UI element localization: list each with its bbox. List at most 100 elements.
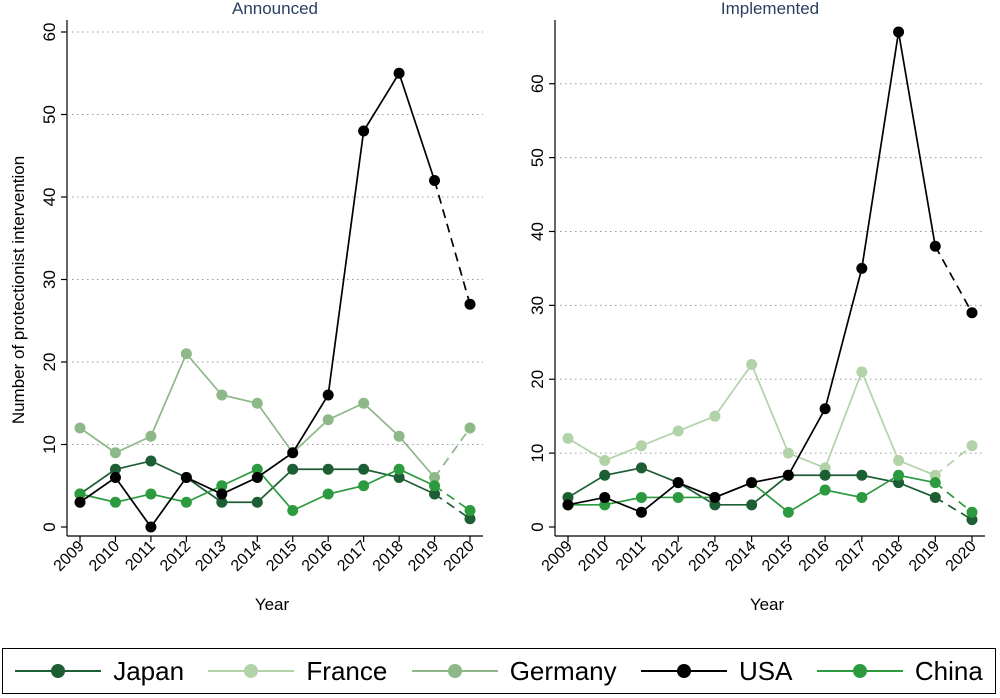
series-projection-china bbox=[434, 485, 471, 512]
data-point-japan-2017 bbox=[856, 469, 868, 481]
y-tick-label: 30 bbox=[40, 270, 59, 289]
series-china bbox=[562, 469, 978, 518]
series-china bbox=[74, 463, 476, 516]
series-projection-france bbox=[934, 445, 973, 476]
data-point-china-2018 bbox=[393, 463, 405, 475]
data-point-japan-2010 bbox=[599, 469, 611, 481]
data-point-japan-2011 bbox=[635, 462, 647, 474]
data-point-china-2019 bbox=[929, 477, 941, 489]
data-point-japan-2014 bbox=[251, 496, 263, 508]
panel-title: Implemented bbox=[721, 0, 819, 18]
legend-entry-germany: Germany bbox=[411, 656, 617, 687]
data-point-usa-2016 bbox=[322, 389, 334, 401]
x-tick-label: 2009 bbox=[539, 538, 576, 575]
series-line-germany bbox=[79, 352, 436, 479]
data-point-france-2014 bbox=[746, 358, 758, 370]
data-point-china-2018 bbox=[893, 469, 905, 481]
data-point-usa-2020 bbox=[464, 298, 476, 310]
data-point-usa-2015 bbox=[287, 447, 299, 459]
data-point-japan-2011 bbox=[145, 455, 157, 467]
x-tick-label: 2020 bbox=[441, 538, 478, 575]
series-germany bbox=[74, 348, 476, 483]
series-projection-usa bbox=[433, 180, 471, 305]
data-point-france-2018 bbox=[893, 455, 905, 467]
y-tick-label: 50 bbox=[528, 148, 547, 167]
data-point-china-2011 bbox=[635, 491, 647, 503]
data-point-usa-2014 bbox=[251, 472, 263, 483]
y-tick-label: 40 bbox=[40, 188, 59, 207]
x-tick-label: 2013 bbox=[686, 538, 723, 575]
series-line-usa bbox=[567, 31, 937, 514]
legend-swatch bbox=[208, 664, 295, 678]
data-point-usa-2009 bbox=[562, 499, 574, 511]
y-tick-label: 10 bbox=[528, 444, 547, 463]
data-point-japan-2013 bbox=[216, 496, 228, 508]
data-point-france-2020 bbox=[966, 440, 978, 452]
x-tick-label: 2015 bbox=[263, 538, 300, 575]
series-france bbox=[562, 358, 978, 481]
legend-entry-japan: Japan bbox=[15, 656, 184, 687]
legend-label: USA bbox=[739, 655, 793, 686]
data-point-france-2009 bbox=[562, 432, 574, 444]
data-point-china-2012 bbox=[672, 491, 684, 503]
y-tick-label: 60 bbox=[528, 74, 547, 93]
data-point-germany-2010 bbox=[109, 447, 121, 459]
data-point-france-2010 bbox=[599, 455, 611, 467]
legend: Japan France Germany USA China bbox=[2, 648, 996, 694]
data-point-usa-2012 bbox=[672, 477, 684, 489]
data-point-germany-2013 bbox=[216, 389, 228, 401]
series-projection-germany bbox=[433, 427, 471, 478]
data-point-japan-2019 bbox=[429, 488, 441, 500]
x-tick-label: 2013 bbox=[192, 538, 229, 575]
x-tick-label: 2012 bbox=[649, 538, 686, 575]
data-point-usa-2016 bbox=[819, 403, 831, 415]
legend-label: China bbox=[914, 655, 983, 686]
data-point-japan-2015 bbox=[287, 463, 299, 475]
x-tick-label: 2018 bbox=[370, 538, 407, 575]
data-point-china-2019 bbox=[429, 480, 441, 492]
data-point-usa-2010 bbox=[109, 472, 121, 483]
y-tick-label: 0 bbox=[40, 522, 59, 531]
x-tick-label: 2010 bbox=[86, 538, 123, 575]
x-tick-label: 2014 bbox=[228, 538, 265, 575]
data-point-germany-2016 bbox=[322, 414, 334, 426]
panel-title: Announced bbox=[232, 0, 318, 18]
x-tick-label: 2012 bbox=[157, 538, 194, 575]
y-tick-label: 60 bbox=[40, 23, 59, 42]
panel-implemented: Implemented 0 10 20 30 40 50 60 2009 2010 2011 2012… bbox=[528, 0, 985, 614]
data-point-germany-2020 bbox=[464, 422, 476, 434]
data-point-usa-2014 bbox=[746, 477, 758, 489]
series-projection-japan bbox=[434, 493, 471, 520]
data-point-germany-2017 bbox=[358, 397, 370, 409]
series-line-france bbox=[567, 362, 936, 477]
data-point-japan-2018 bbox=[393, 472, 405, 483]
data-point-china-2011 bbox=[145, 488, 157, 500]
legend-swatch bbox=[816, 664, 903, 678]
x-tick-label: 2014 bbox=[722, 538, 759, 575]
data-point-usa-2018 bbox=[893, 26, 905, 38]
data-point-usa-2012 bbox=[180, 472, 192, 483]
legend-label: Japan bbox=[113, 655, 185, 686]
data-point-usa-2009 bbox=[74, 496, 86, 508]
data-point-japan-2016 bbox=[819, 469, 831, 481]
data-point-france-2013 bbox=[709, 410, 721, 422]
data-point-china-2016 bbox=[819, 484, 831, 496]
x-tick-label: 2011 bbox=[613, 538, 649, 574]
data-point-germany-2019 bbox=[429, 472, 441, 483]
series-projection-japan bbox=[934, 496, 973, 521]
data-point-usa-2013 bbox=[709, 491, 721, 503]
legend-entry-china: China bbox=[816, 655, 983, 687]
y-tick-label: 0 bbox=[528, 522, 547, 531]
data-point-germany-2009 bbox=[74, 422, 86, 434]
x-tick-label: 2010 bbox=[575, 538, 612, 575]
data-point-usa-2010 bbox=[599, 491, 611, 503]
data-point-france-2015 bbox=[782, 447, 794, 459]
y-axis-label: Number of protectionist intervention bbox=[9, 156, 28, 424]
series-usa bbox=[74, 67, 476, 533]
x-tick-label: 2017 bbox=[334, 538, 371, 575]
y-tick-label: 40 bbox=[528, 222, 547, 241]
data-point-usa-2019 bbox=[429, 175, 441, 186]
x-tick-label: 2016 bbox=[299, 538, 336, 575]
data-point-germany-2014 bbox=[251, 397, 263, 409]
